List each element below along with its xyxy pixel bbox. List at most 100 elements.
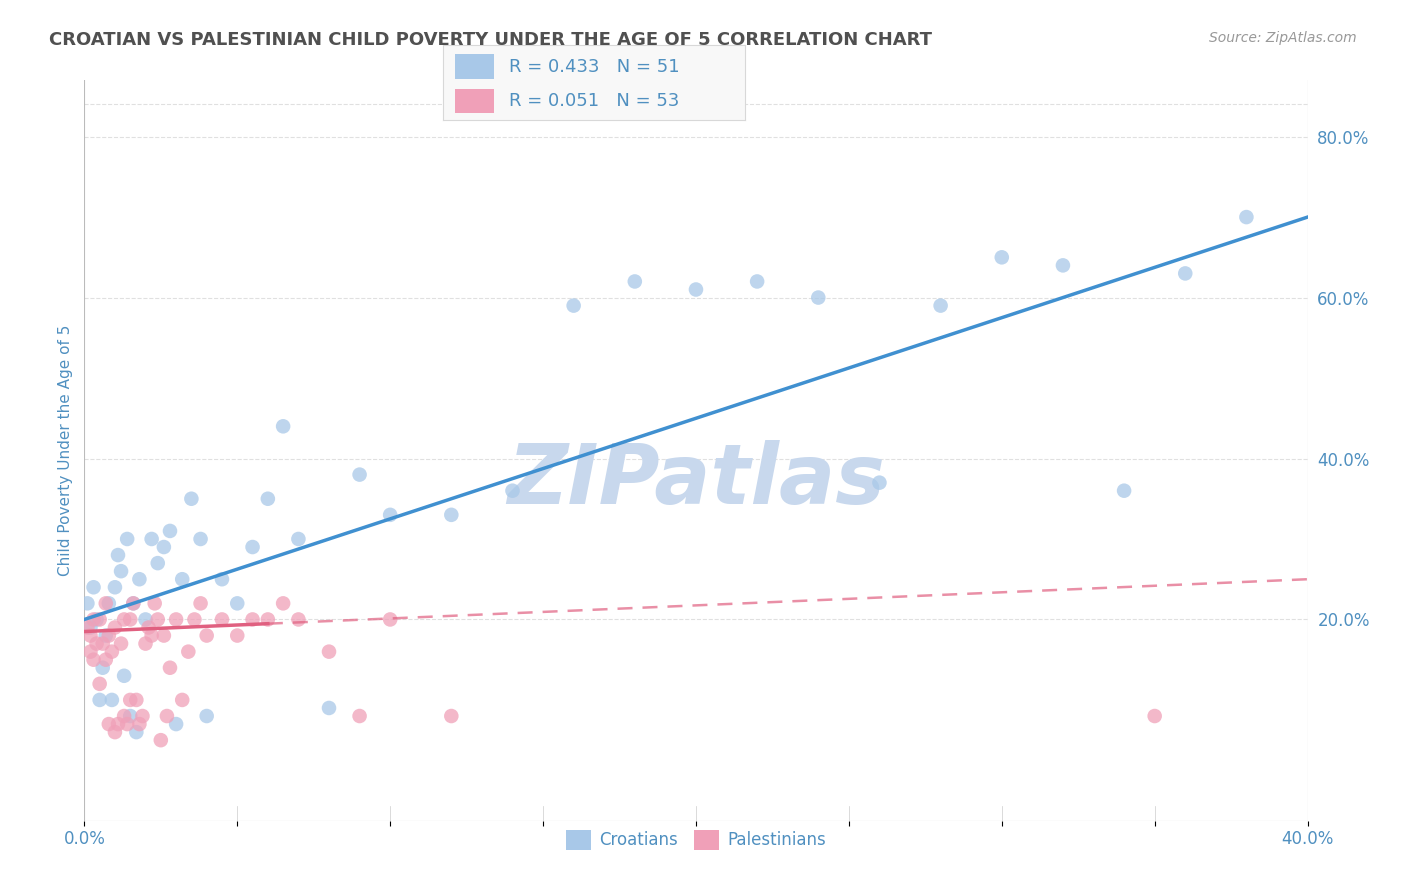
Point bbox=[86, 612, 108, 626]
Point bbox=[183, 612, 205, 626]
Point bbox=[89, 677, 111, 691]
Point bbox=[195, 709, 218, 723]
Point bbox=[120, 693, 142, 707]
Point bbox=[190, 532, 212, 546]
Point bbox=[97, 628, 120, 642]
Point bbox=[107, 548, 129, 562]
Point bbox=[180, 491, 202, 506]
Point bbox=[349, 467, 371, 482]
Point bbox=[242, 612, 264, 626]
Point bbox=[79, 645, 101, 659]
Point bbox=[562, 299, 585, 313]
Point bbox=[76, 620, 98, 634]
Point bbox=[122, 596, 145, 610]
Y-axis label: Child Poverty Under the Age of 5: Child Poverty Under the Age of 5 bbox=[58, 325, 73, 576]
Point bbox=[112, 669, 135, 683]
Point bbox=[172, 572, 194, 586]
Point bbox=[257, 491, 280, 506]
Point bbox=[349, 709, 371, 723]
Point bbox=[128, 717, 150, 731]
Point bbox=[125, 725, 148, 739]
Point bbox=[97, 717, 120, 731]
Point bbox=[153, 540, 176, 554]
Point bbox=[146, 556, 169, 570]
Point bbox=[110, 564, 132, 578]
Point bbox=[83, 653, 105, 667]
Point bbox=[807, 291, 830, 305]
Point bbox=[149, 733, 172, 747]
Point bbox=[83, 580, 105, 594]
Point bbox=[1052, 259, 1074, 273]
Point bbox=[159, 661, 181, 675]
Text: R = 0.433   N = 51: R = 0.433 N = 51 bbox=[509, 58, 681, 76]
Point bbox=[1174, 267, 1197, 281]
Point bbox=[101, 645, 124, 659]
Point bbox=[153, 628, 176, 642]
Point bbox=[115, 717, 138, 731]
Point bbox=[271, 596, 294, 610]
Point bbox=[211, 612, 233, 626]
Point bbox=[79, 628, 101, 642]
Point bbox=[156, 709, 179, 723]
Point bbox=[502, 483, 524, 498]
Point bbox=[91, 661, 114, 675]
Point bbox=[380, 508, 402, 522]
Point bbox=[211, 572, 233, 586]
Point bbox=[135, 612, 157, 626]
Point bbox=[242, 540, 264, 554]
Point bbox=[76, 596, 98, 610]
Point bbox=[271, 419, 294, 434]
Point bbox=[869, 475, 891, 490]
Point bbox=[1236, 210, 1258, 224]
Point bbox=[115, 532, 138, 546]
Point bbox=[79, 620, 101, 634]
Point bbox=[287, 612, 309, 626]
Point bbox=[143, 596, 166, 610]
Point bbox=[226, 596, 249, 610]
Point bbox=[165, 717, 187, 731]
Point bbox=[107, 717, 129, 731]
Point bbox=[318, 701, 340, 715]
Legend: Croatians, Palestinians: Croatians, Palestinians bbox=[560, 823, 832, 856]
Point bbox=[110, 637, 132, 651]
Point bbox=[141, 532, 163, 546]
Point bbox=[440, 709, 463, 723]
Point bbox=[94, 653, 117, 667]
Point bbox=[318, 645, 340, 659]
Point bbox=[122, 596, 145, 610]
Point bbox=[440, 508, 463, 522]
Point bbox=[104, 725, 127, 739]
Point bbox=[146, 612, 169, 626]
Point bbox=[287, 532, 309, 546]
Point bbox=[257, 612, 280, 626]
Point bbox=[159, 524, 181, 538]
Text: ZIPatlas: ZIPatlas bbox=[508, 440, 884, 521]
Point bbox=[195, 628, 218, 642]
Point bbox=[83, 612, 105, 626]
Point bbox=[104, 580, 127, 594]
Point bbox=[991, 250, 1014, 264]
Point bbox=[135, 637, 157, 651]
Point bbox=[141, 628, 163, 642]
Point bbox=[94, 596, 117, 610]
Point bbox=[89, 693, 111, 707]
Point bbox=[172, 693, 194, 707]
Point bbox=[128, 572, 150, 586]
Point bbox=[165, 612, 187, 626]
Point bbox=[104, 620, 127, 634]
Point bbox=[380, 612, 402, 626]
Point bbox=[91, 637, 114, 651]
Point bbox=[747, 275, 769, 289]
Point bbox=[125, 693, 148, 707]
Bar bbox=[456, 88, 495, 112]
Point bbox=[120, 709, 142, 723]
Point bbox=[1114, 483, 1136, 498]
Text: CROATIAN VS PALESTINIAN CHILD POVERTY UNDER THE AGE OF 5 CORRELATION CHART: CROATIAN VS PALESTINIAN CHILD POVERTY UN… bbox=[49, 31, 932, 49]
Point bbox=[685, 283, 707, 297]
Point bbox=[1143, 709, 1166, 723]
Point bbox=[89, 612, 111, 626]
Point bbox=[138, 620, 160, 634]
Point bbox=[112, 612, 135, 626]
Point bbox=[177, 645, 200, 659]
Point bbox=[131, 709, 153, 723]
